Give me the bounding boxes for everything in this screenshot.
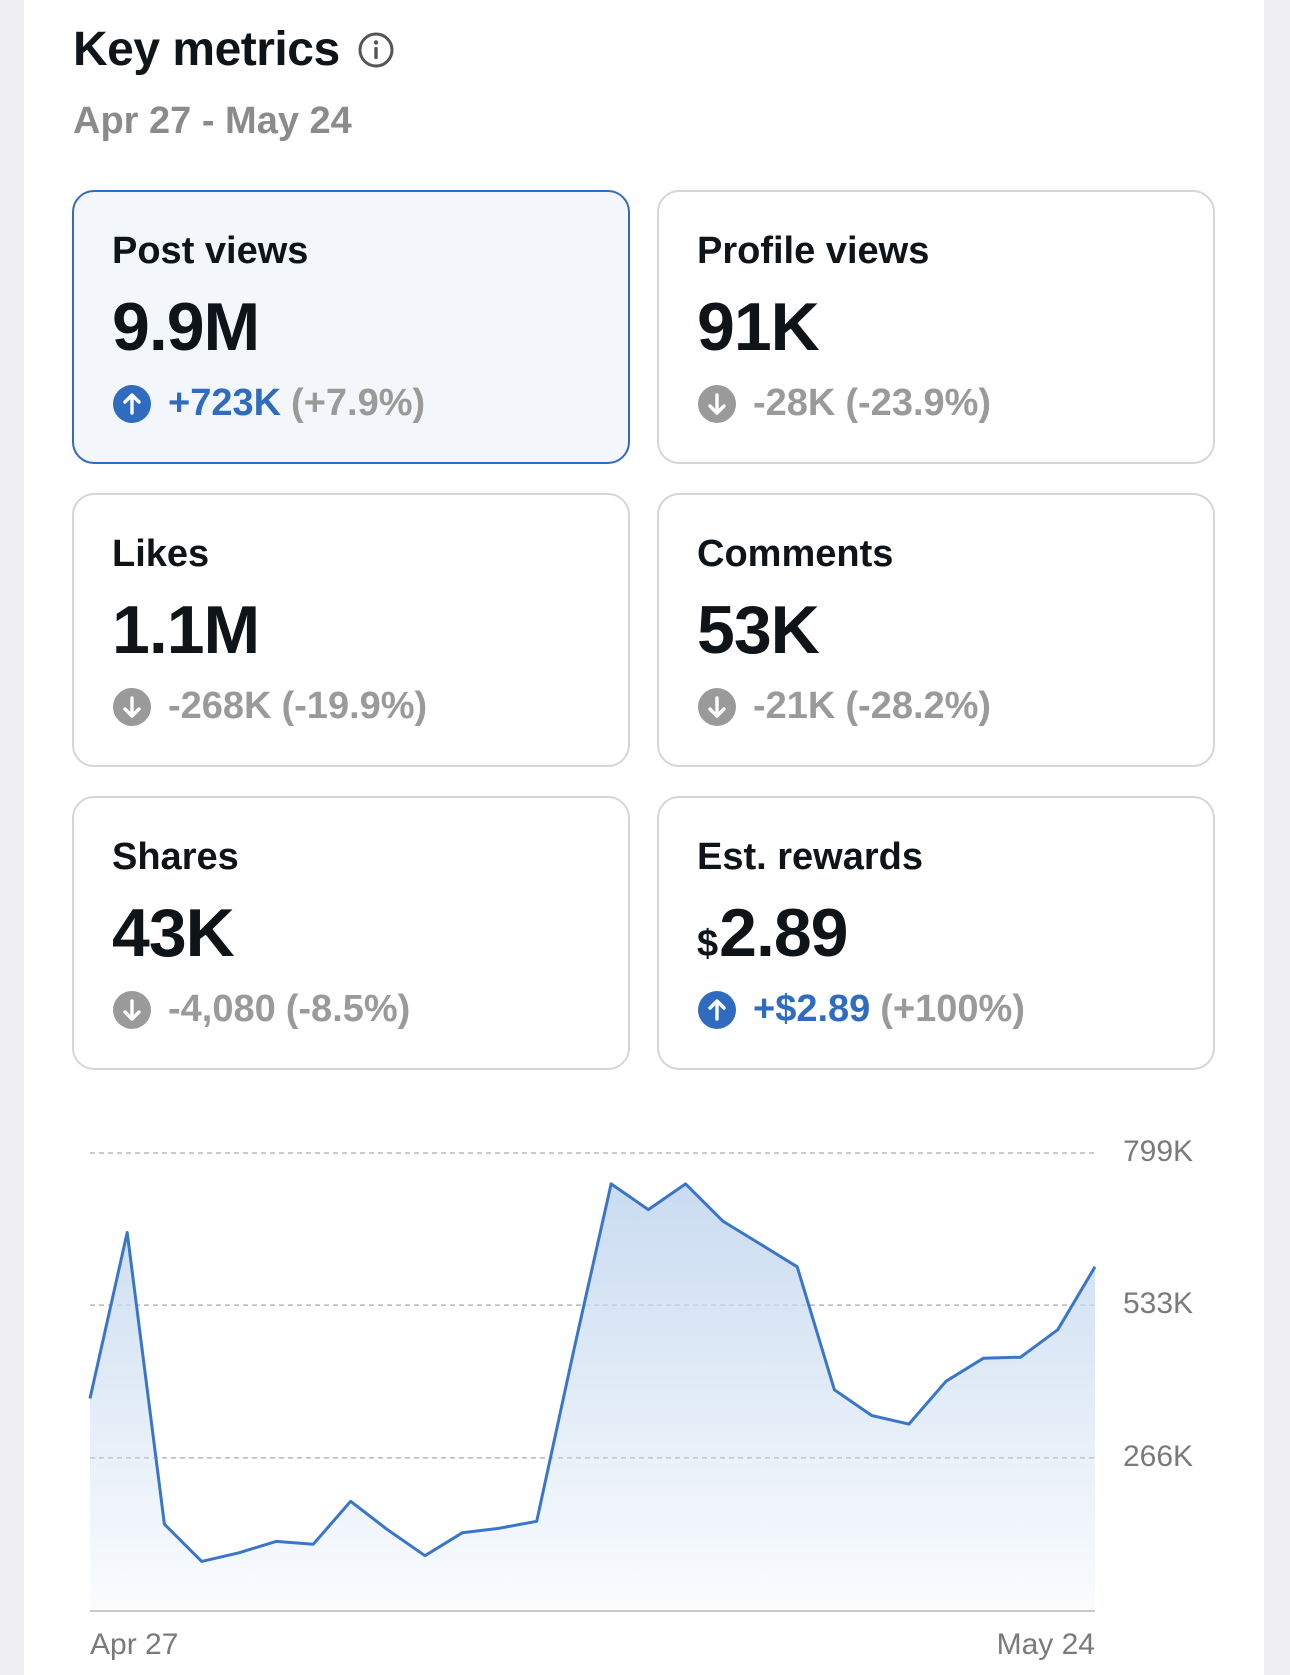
metric-label: Est. rewards: [697, 836, 923, 878]
data-point[interactable]: [460, 1531, 464, 1535]
metric-delta: +$2.89 (+100%): [697, 988, 1025, 1031]
data-point[interactable]: [832, 1388, 836, 1392]
metric-change: -268K: [168, 685, 272, 727]
metric-delta: -4,080 (-8.5%): [112, 988, 410, 1031]
metric-delta: -21K (-28.2%): [697, 685, 991, 728]
metric-label: Comments: [697, 533, 894, 575]
metric-card-est-rewards[interactable]: Est. rewards $2.89 +$2.89 (+100%): [657, 796, 1215, 1070]
data-point[interactable]: [311, 1542, 315, 1546]
data-point[interactable]: [758, 1242, 762, 1246]
data-point[interactable]: [497, 1526, 501, 1530]
metric-change-percent: (-23.9%): [845, 382, 992, 424]
metric-value: 43K: [112, 895, 235, 971]
date-range: Apr 27 - May 24: [73, 100, 352, 142]
data-point[interactable]: [274, 1539, 278, 1543]
metric-card-post-views[interactable]: Post views 9.9M +723K (+7.9%): [72, 190, 630, 464]
data-point[interactable]: [646, 1208, 650, 1212]
metric-change-percent: (-28.2%): [845, 685, 992, 727]
metric-delta: -268K (-19.9%): [112, 685, 427, 728]
metric-change: +$2.89: [753, 988, 871, 1030]
info-icon[interactable]: [356, 30, 396, 70]
metric-card-comments[interactable]: Comments 53K -21K (-28.2%): [657, 493, 1215, 767]
area-fill: [90, 1183, 1095, 1610]
metric-value: 91K: [697, 289, 820, 365]
data-point[interactable]: [1093, 1265, 1097, 1269]
metric-change-percent: (-8.5%): [285, 988, 411, 1030]
currency-symbol: $: [697, 923, 718, 965]
data-point[interactable]: [386, 1528, 390, 1532]
metric-change-percent: (+7.9%): [291, 382, 426, 424]
data-point[interactable]: [125, 1231, 129, 1235]
data-point[interactable]: [349, 1499, 353, 1503]
metric-change: -28K: [753, 382, 836, 424]
data-point[interactable]: [907, 1422, 911, 1426]
y-tick-label: 799K: [1123, 1135, 1194, 1168]
metric-delta: +723K (+7.9%): [112, 382, 425, 425]
chart-canvas: [88, 1152, 1097, 1612]
data-point[interactable]: [88, 1396, 92, 1400]
metric-value: 53K: [697, 592, 820, 668]
arrow-down-icon: [113, 990, 151, 1029]
data-point[interactable]: [944, 1379, 948, 1383]
x-tick-label-end: May 24: [996, 1628, 1095, 1661]
metric-change: -21K: [753, 685, 836, 727]
metric-label: Profile views: [697, 230, 930, 272]
arrow-up-icon: [113, 384, 151, 423]
metric-change: +723K: [168, 382, 282, 424]
arrow-up-icon: [698, 990, 736, 1029]
metric-card-likes[interactable]: Likes 1.1M -268K (-19.9%): [72, 493, 630, 767]
metric-value-number: 2.89: [719, 895, 848, 971]
data-point[interactable]: [684, 1182, 688, 1186]
post-views-chart[interactable]: 799K 533K 266K Apr 27 May 24: [0, 1120, 1290, 1675]
data-point[interactable]: [721, 1219, 725, 1223]
data-point[interactable]: [237, 1551, 241, 1555]
series-line: [88, 1182, 1097, 1563]
metric-value: $2.89: [697, 894, 849, 972]
y-tick-label: 266K: [1123, 1439, 1194, 1473]
data-point[interactable]: [162, 1522, 166, 1526]
metric-change-percent: (+100%): [880, 988, 1025, 1030]
page-title: Key metrics: [73, 23, 340, 76]
metric-change: -4,080: [168, 988, 276, 1030]
arrow-down-icon: [698, 687, 736, 726]
data-point[interactable]: [870, 1414, 874, 1418]
metric-value: 1.1M: [112, 592, 260, 668]
metric-change-percent: (-19.9%): [281, 685, 428, 727]
data-point[interactable]: [795, 1265, 799, 1269]
metric-label: Likes: [112, 533, 210, 575]
key-metrics-header: Key metrics Apr 27 - May 24: [73, 20, 396, 143]
metric-value: 9.9M: [112, 289, 260, 365]
data-point[interactable]: [1019, 1355, 1023, 1359]
y-tick-label: 533K: [1123, 1287, 1194, 1321]
arrow-down-icon: [113, 687, 151, 726]
x-tick-label-start: Apr 27: [90, 1628, 179, 1661]
data-point[interactable]: [609, 1182, 613, 1186]
metric-label: Post views: [112, 230, 309, 272]
data-point[interactable]: [423, 1554, 427, 1558]
metric-card-profile-views[interactable]: Profile views 91K -28K (-23.9%): [657, 190, 1215, 464]
data-point[interactable]: [572, 1348, 576, 1352]
metric-label: Shares: [112, 836, 239, 878]
arrow-down-icon: [698, 384, 736, 423]
metric-card-shares[interactable]: Shares 43K -4,080 (-8.5%): [72, 796, 630, 1070]
data-point[interactable]: [1056, 1328, 1060, 1332]
metric-delta: -28K (-23.9%): [697, 382, 991, 425]
data-point[interactable]: [200, 1559, 204, 1563]
data-point[interactable]: [535, 1519, 539, 1523]
data-point[interactable]: [981, 1356, 985, 1360]
